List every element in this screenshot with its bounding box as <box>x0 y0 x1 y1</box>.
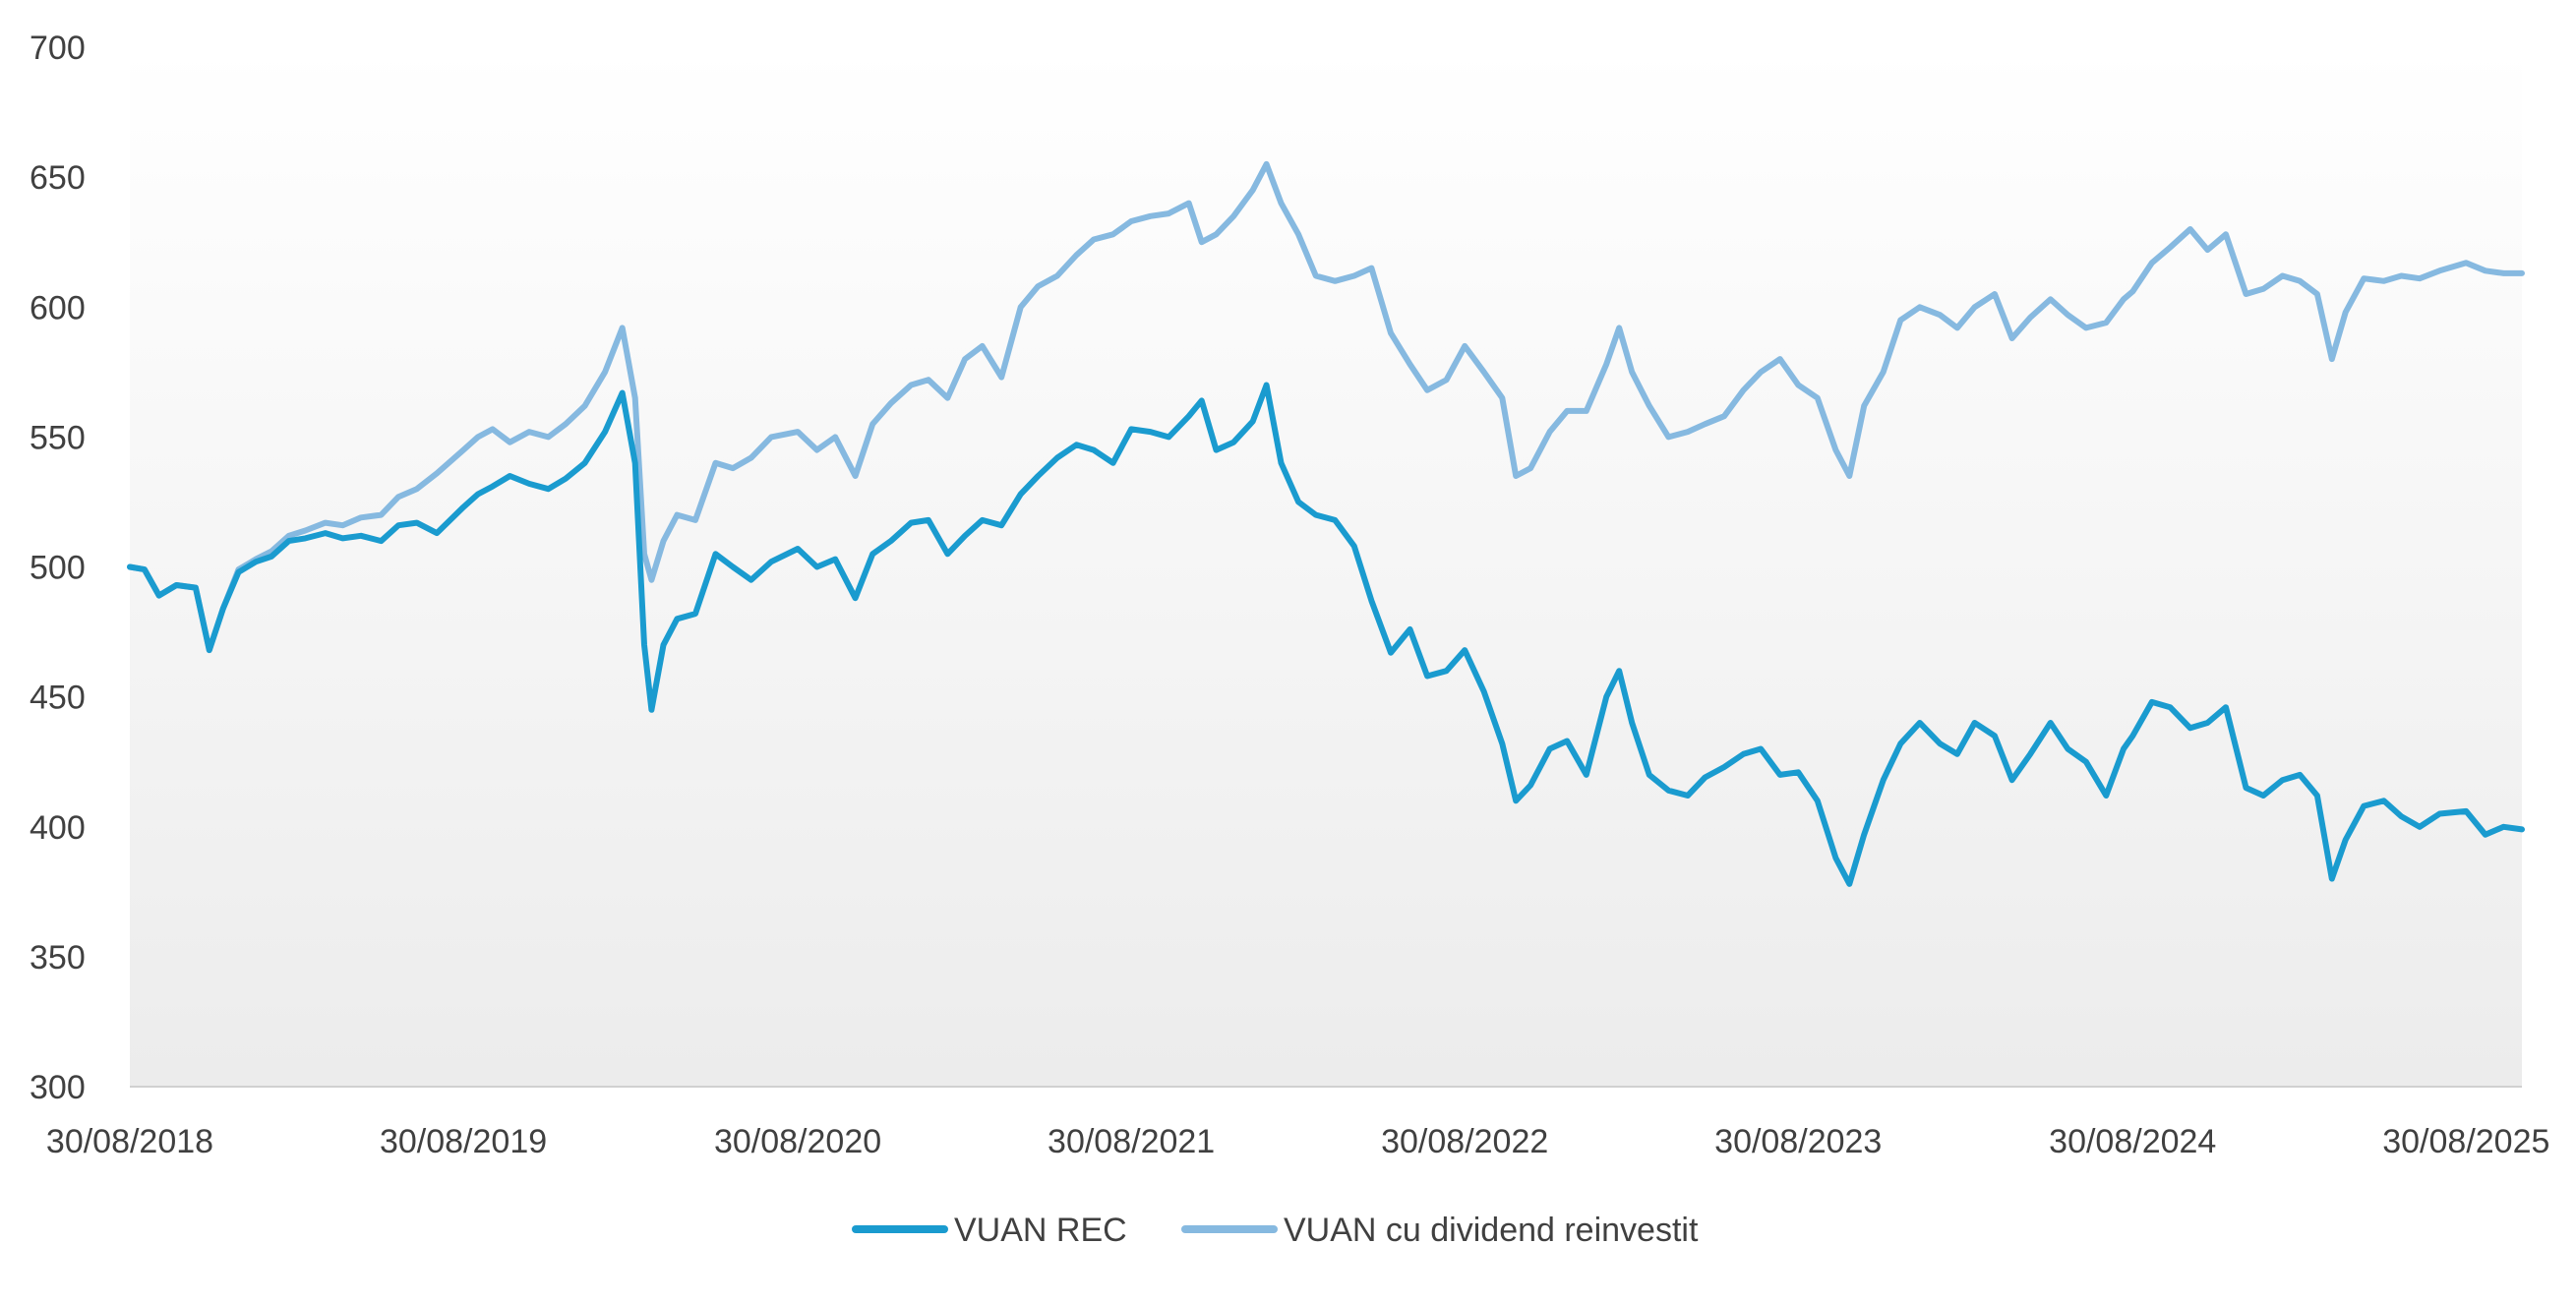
x-tick-label: 30/08/2020 <box>714 1123 881 1160</box>
plot-area <box>130 47 2522 1087</box>
x-tick-label: 30/08/2021 <box>1048 1123 1215 1160</box>
y-tick-label: 600 <box>30 289 86 326</box>
y-tick-label: 350 <box>30 939 86 977</box>
x-tick-label: 30/08/2023 <box>1714 1123 1882 1160</box>
x-tick-label: 30/08/2019 <box>380 1123 547 1160</box>
y-axis-ticks: 300 350 400 450 500 550 600 650 700 <box>30 30 86 1106</box>
series-line-vuan-reinvestit <box>127 160 2525 654</box>
series-lines <box>127 160 2525 887</box>
x-tick-label: 30/08/2022 <box>1381 1123 1548 1160</box>
y-tick-label: 650 <box>30 159 86 197</box>
x-tick-label: 30/08/2024 <box>2049 1123 2216 1160</box>
y-tick-label: 500 <box>30 550 86 587</box>
y-tick-label: 400 <box>30 809 86 847</box>
legend-label-vuan-rec: VUAN REC <box>954 1212 1127 1249</box>
x-tick-label: 30/08/2018 <box>46 1123 213 1160</box>
y-tick-label: 700 <box>30 30 86 67</box>
series-line-vuan-rec <box>127 382 2525 887</box>
y-tick-label: 550 <box>30 419 86 456</box>
legend: VUAN REC VUAN cu dividend reinvestit <box>852 1212 1699 1249</box>
y-tick-label: 300 <box>30 1069 86 1106</box>
x-axis-ticks: 30/08/2018 30/08/2019 30/08/2020 30/08/2021… <box>46 1123 2550 1160</box>
y-tick-label: 450 <box>30 680 86 717</box>
legend-label-vuan-reinvestit: VUAN cu dividend reinvestit <box>1284 1212 1699 1249</box>
x-tick-label: 30/08/2025 <box>2382 1123 2549 1160</box>
